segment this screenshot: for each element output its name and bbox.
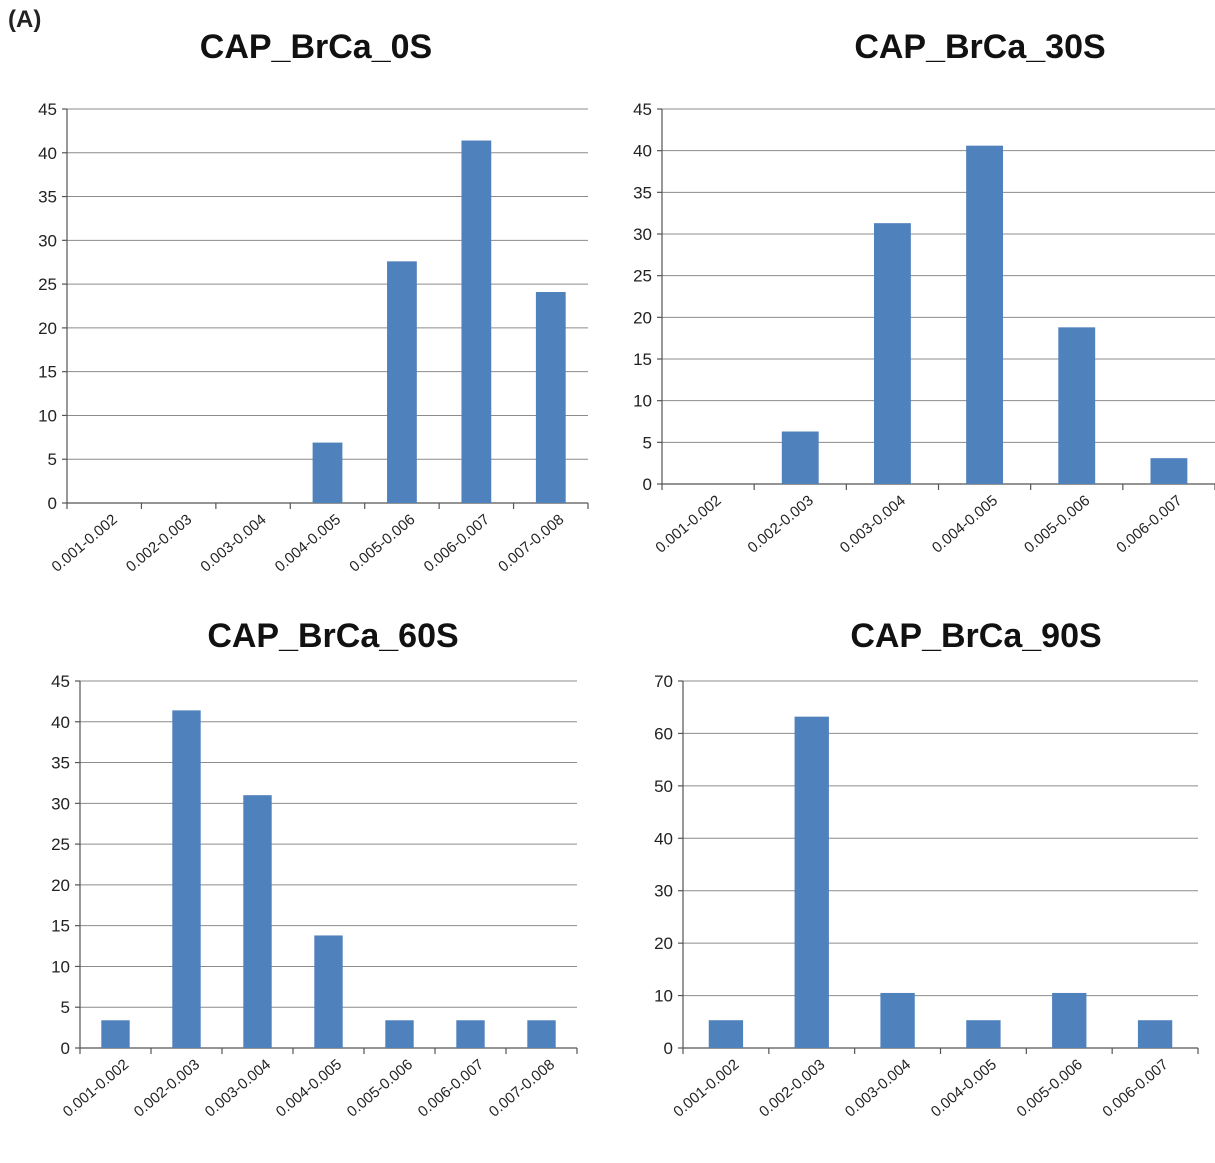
- x-tick-label: 0.003-0.004: [842, 1056, 914, 1120]
- y-tick-label: 10: [38, 406, 57, 425]
- y-tick-label: 5: [48, 450, 57, 469]
- y-tick-label: 30: [51, 794, 70, 813]
- bar: [794, 716, 829, 1048]
- chart-2: CAP_BrCa_30S 0 5 10 15 20 25 30 35 40 45 0.001-0.00…: [633, 28, 1215, 557]
- bar: [873, 223, 911, 484]
- x-tick-label: 0.005-0.006: [346, 511, 418, 575]
- bar: [387, 261, 417, 503]
- y-tick-label: 15: [633, 350, 652, 369]
- bar: [461, 140, 492, 503]
- y-tick-label: 50: [654, 777, 673, 796]
- x-tick-label: 0.006-0.007: [415, 1056, 487, 1120]
- bar: [312, 442, 343, 503]
- x-tick-label: 0.004-0.005: [929, 492, 1001, 556]
- y-tick-label: 40: [38, 144, 57, 163]
- y-tick-label: 10: [633, 392, 652, 411]
- x-tick-label: 0.007-0.008: [486, 1056, 558, 1120]
- y-tick-label: 25: [51, 835, 70, 854]
- chart-title: CAP_BrCa_30S: [854, 28, 1105, 66]
- x-tick-label: 0.001-0.002: [652, 492, 724, 556]
- bar: [966, 145, 1004, 484]
- bar: [880, 992, 915, 1048]
- y-tick-label: 60: [654, 724, 673, 743]
- y-tick-label: 0: [664, 1039, 673, 1058]
- x-tick-label: 0.002-0.003: [756, 1056, 828, 1120]
- bar: [456, 1020, 485, 1048]
- y-tick-label: 10: [51, 957, 70, 976]
- bar: [243, 795, 272, 1048]
- bar: [314, 935, 343, 1048]
- bar: [1137, 1020, 1173, 1048]
- x-tick-label: 0.001-0.002: [60, 1056, 132, 1120]
- bar: [385, 1020, 414, 1048]
- y-tick-label: 0: [643, 475, 652, 494]
- x-tick-label: 0.007-0.008: [495, 511, 567, 575]
- y-tick-label: 20: [38, 319, 57, 338]
- bar: [1150, 458, 1188, 484]
- chart-title: CAP_BrCa_90S: [850, 617, 1101, 655]
- x-tick-label: 0.001-0.002: [670, 1056, 742, 1120]
- y-tick-label: 5: [61, 998, 70, 1017]
- y-tick-label: 40: [633, 142, 652, 161]
- panel-label: (A): [8, 6, 42, 33]
- x-tick-label: 0.004-0.005: [273, 1056, 345, 1120]
- x-tick-label: 0.002-0.003: [123, 511, 195, 575]
- bar: [172, 710, 201, 1048]
- bar: [1058, 327, 1096, 484]
- bar: [101, 1020, 130, 1048]
- y-tick-label: 30: [38, 231, 57, 250]
- x-tick-label: 0.005-0.006: [1021, 492, 1093, 556]
- x-tick-label: 0.005-0.006: [344, 1056, 416, 1120]
- y-tick-label: 0: [48, 494, 57, 513]
- y-tick-label: 70: [654, 672, 673, 691]
- bar: [535, 291, 566, 503]
- y-tick-label: 45: [51, 672, 70, 691]
- y-tick-label: 20: [51, 876, 70, 895]
- y-tick-label: 5: [643, 433, 652, 452]
- x-tick-label: 0.003-0.004: [837, 492, 909, 556]
- chart-title: CAP_BrCa_60S: [207, 617, 458, 655]
- y-tick-label: 15: [38, 363, 57, 382]
- bar: [781, 431, 819, 484]
- y-tick-label: 20: [654, 934, 673, 953]
- y-tick-label: 40: [51, 713, 70, 732]
- y-tick-label: 35: [633, 183, 652, 202]
- y-tick-label: 15: [51, 917, 70, 936]
- y-tick-label: 40: [654, 829, 673, 848]
- y-tick-label: 45: [38, 100, 57, 119]
- y-tick-label: 35: [51, 754, 70, 773]
- x-tick-label: 0.006-0.007: [421, 511, 493, 575]
- x-tick-label: 0.001-0.002: [49, 511, 121, 575]
- y-tick-label: 35: [38, 188, 57, 207]
- x-tick-label: 0.004-0.005: [272, 511, 344, 575]
- x-tick-label: 0.006-0.007: [1113, 492, 1185, 556]
- x-tick-label: 0.003-0.004: [197, 511, 269, 575]
- y-tick-label: 25: [633, 267, 652, 286]
- x-tick-label: 0.005-0.006: [1014, 1056, 1086, 1120]
- x-tick-label: 0.002-0.003: [131, 1056, 203, 1120]
- x-tick-label: 0.002-0.003: [745, 492, 817, 556]
- bar: [527, 1020, 556, 1048]
- x-tick-label: 0.003-0.004: [202, 1056, 274, 1120]
- x-tick-label: 0.004-0.005: [928, 1056, 1000, 1120]
- y-tick-label: 25: [38, 275, 57, 294]
- bar: [966, 1020, 1001, 1048]
- chart-3: CAP_BrCa_60S 0 5 10 15 20 25 30 35 40 45 0.001-0.00…: [51, 617, 578, 1121]
- x-tick-label: 0.006-0.007: [1099, 1056, 1171, 1120]
- y-tick-label: 30: [633, 225, 652, 244]
- y-tick-label: 30: [654, 882, 673, 901]
- bar: [708, 1020, 744, 1048]
- bar: [1052, 992, 1087, 1048]
- chart-1: CAP_BrCa_0S 0 5 10 15 20 25 30 35 40 45 0.001-0.002…: [38, 28, 589, 576]
- y-tick-label: 20: [633, 308, 652, 327]
- y-tick-label: 45: [633, 100, 652, 119]
- y-tick-label: 0: [61, 1039, 70, 1058]
- y-tick-label: 10: [654, 987, 673, 1006]
- chart-title: CAP_BrCa_0S: [200, 28, 432, 66]
